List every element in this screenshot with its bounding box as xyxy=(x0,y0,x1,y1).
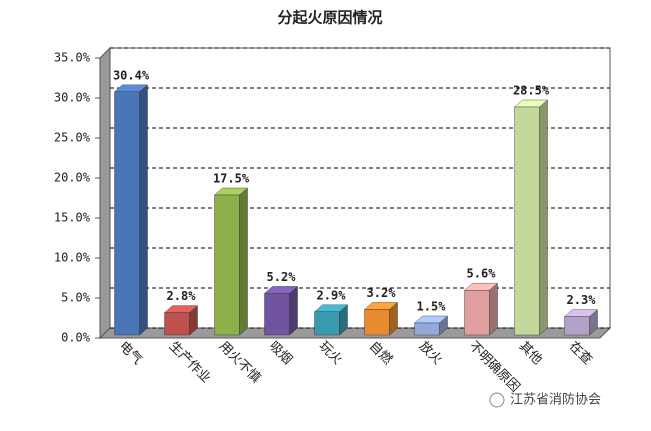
y-tick-label: 20.0% xyxy=(54,171,91,185)
value-label: 3.2% xyxy=(367,286,397,300)
watermark: 江苏省消防协会 xyxy=(510,392,601,408)
bar xyxy=(464,290,490,336)
value-label: 2.9% xyxy=(317,288,347,302)
y-tick-label: 25.0% xyxy=(54,131,91,145)
x-tick-label: 生产作业 xyxy=(166,339,213,386)
bar xyxy=(564,316,590,336)
chart-title: 分起火原因情况 xyxy=(277,9,382,27)
bar xyxy=(214,194,240,336)
x-tick-label: 不明确原因 xyxy=(466,339,523,396)
x-tick-label: 在查 xyxy=(566,339,595,368)
bar-side xyxy=(489,282,498,336)
bar xyxy=(114,91,140,336)
value-label: 30.4% xyxy=(113,68,150,82)
bar-side xyxy=(239,187,248,336)
bar xyxy=(164,312,190,336)
bar xyxy=(364,309,390,336)
value-label: 17.5% xyxy=(213,172,250,186)
side-wall xyxy=(99,46,111,340)
x-tick-label: 用火不慎 xyxy=(216,339,263,386)
x-tick-label: 放火 xyxy=(416,339,445,368)
value-label: 5.2% xyxy=(267,270,297,284)
bar xyxy=(314,311,340,336)
x-tick-label: 其他 xyxy=(516,339,545,368)
value-label: 2.8% xyxy=(167,289,197,303)
y-tick-label: 5.0% xyxy=(61,291,91,305)
x-tick-label: 电气 xyxy=(116,338,146,368)
y-tick-label: 10.0% xyxy=(54,251,91,265)
plot: 0.0% 5.0% 10.0% 15.0% 20.0% 25.0% 30.0% 35.0% 30… xyxy=(54,46,612,396)
bar xyxy=(414,322,440,336)
bar xyxy=(264,293,290,336)
value-label: 5.6% xyxy=(467,267,497,281)
value-label: 28.5% xyxy=(513,84,550,98)
x-tick-label: 自燃 xyxy=(366,338,396,368)
bar xyxy=(514,106,540,336)
bar-side xyxy=(139,84,148,336)
y-tick-label: 35.0% xyxy=(54,51,91,65)
y-tick-label: 0.0% xyxy=(61,331,91,345)
value-label: 1.5% xyxy=(417,300,447,314)
y-tick-label: 15.0% xyxy=(54,211,91,225)
value-label: 2.3% xyxy=(567,293,597,307)
bar-side xyxy=(539,99,548,336)
bar-side xyxy=(289,285,298,336)
x-tick-label: 玩火 xyxy=(316,339,345,368)
x-tick-label: 吸烟 xyxy=(266,339,295,368)
y-tick-label: 30.0% xyxy=(54,91,91,105)
watermark-icon xyxy=(489,392,505,408)
